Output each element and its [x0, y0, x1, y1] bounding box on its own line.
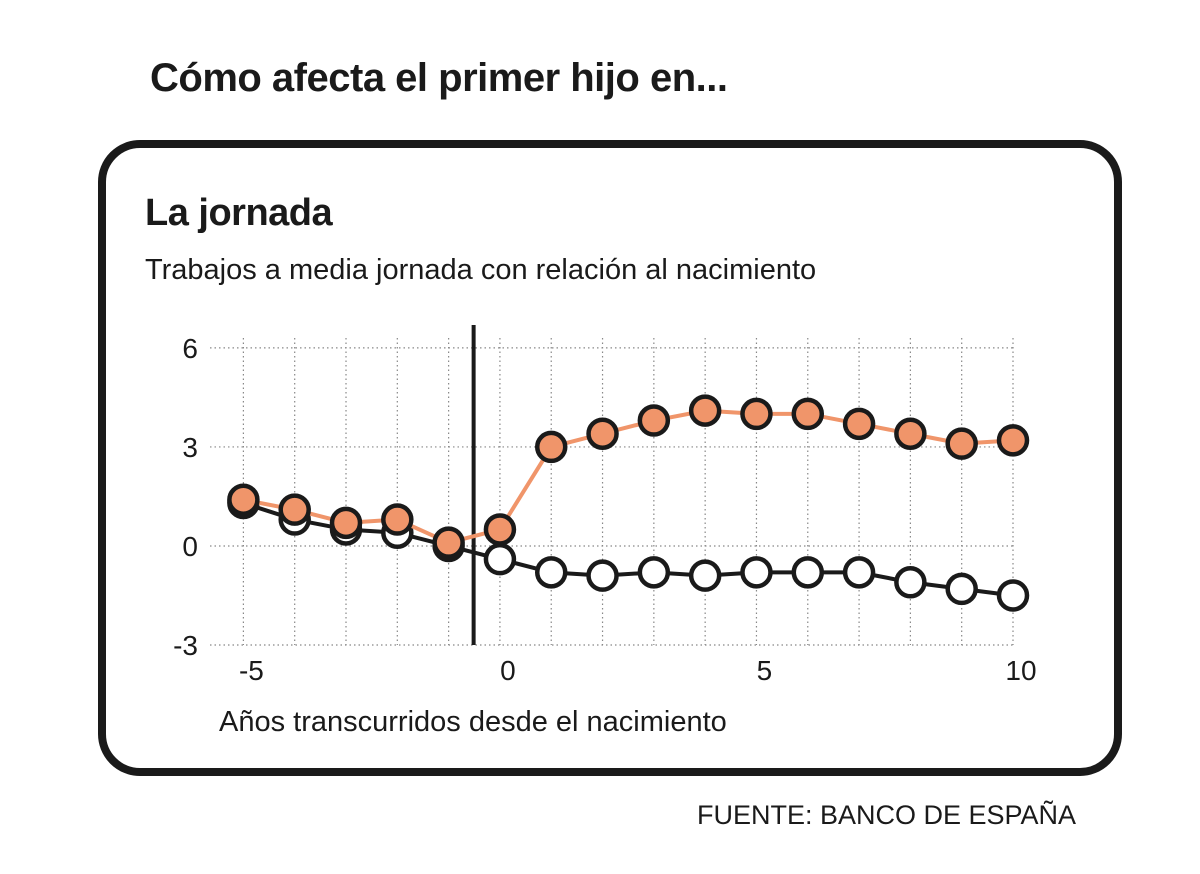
y-tick-label: 0 — [182, 531, 198, 562]
series-group — [227, 394, 1030, 612]
x-tick-label: -5 — [239, 655, 264, 686]
card-title: La jornada — [145, 192, 333, 234]
data-point — [688, 559, 722, 592]
chart-card — [98, 140, 1122, 776]
data-point — [740, 397, 773, 431]
series-line — [243, 408, 1014, 545]
data-point — [534, 556, 568, 589]
x-axis-label: Años transcurridos desde el nacimiento — [219, 706, 727, 738]
data-point — [483, 542, 517, 576]
data-point — [637, 404, 671, 437]
data-point — [534, 430, 568, 464]
data-point — [791, 397, 825, 431]
data-point — [842, 556, 876, 589]
data-point — [432, 526, 465, 559]
data-point — [996, 424, 1030, 457]
data-point — [483, 513, 517, 546]
headline: Cómo afecta el primer hijo en... — [150, 56, 728, 100]
data-point — [381, 503, 414, 536]
source-note: FUENTE: BANCO DE ESPAÑA — [697, 800, 1077, 830]
x-tick-label: 10 — [1005, 655, 1036, 686]
data-point — [945, 427, 978, 460]
data-point — [945, 572, 978, 606]
data-point — [586, 559, 619, 592]
data-point — [791, 556, 825, 589]
tick-labels: -3 0 3 6 -5 0 5 10 — [173, 333, 1036, 686]
data-point — [329, 506, 363, 540]
series-2 — [227, 394, 1030, 559]
data-point — [227, 483, 260, 517]
card-subtitle: Trabajos a media jornada con relación al… — [145, 254, 817, 286]
x-tick-label: 0 — [500, 655, 516, 686]
chart-grid — [210, 338, 1014, 646]
data-point — [688, 394, 722, 427]
data-point — [740, 556, 773, 589]
data-point — [278, 493, 311, 526]
y-tick-label: 3 — [182, 432, 198, 463]
data-point — [842, 407, 876, 441]
data-point — [894, 417, 927, 450]
series-line — [242, 501, 1014, 598]
y-tick-label: 6 — [182, 333, 198, 364]
data-point — [637, 556, 671, 589]
x-tick-label: 5 — [757, 655, 773, 686]
data-point — [996, 579, 1030, 612]
y-tick-label: -3 — [173, 630, 198, 661]
data-point — [586, 417, 619, 450]
data-point — [894, 566, 927, 599]
